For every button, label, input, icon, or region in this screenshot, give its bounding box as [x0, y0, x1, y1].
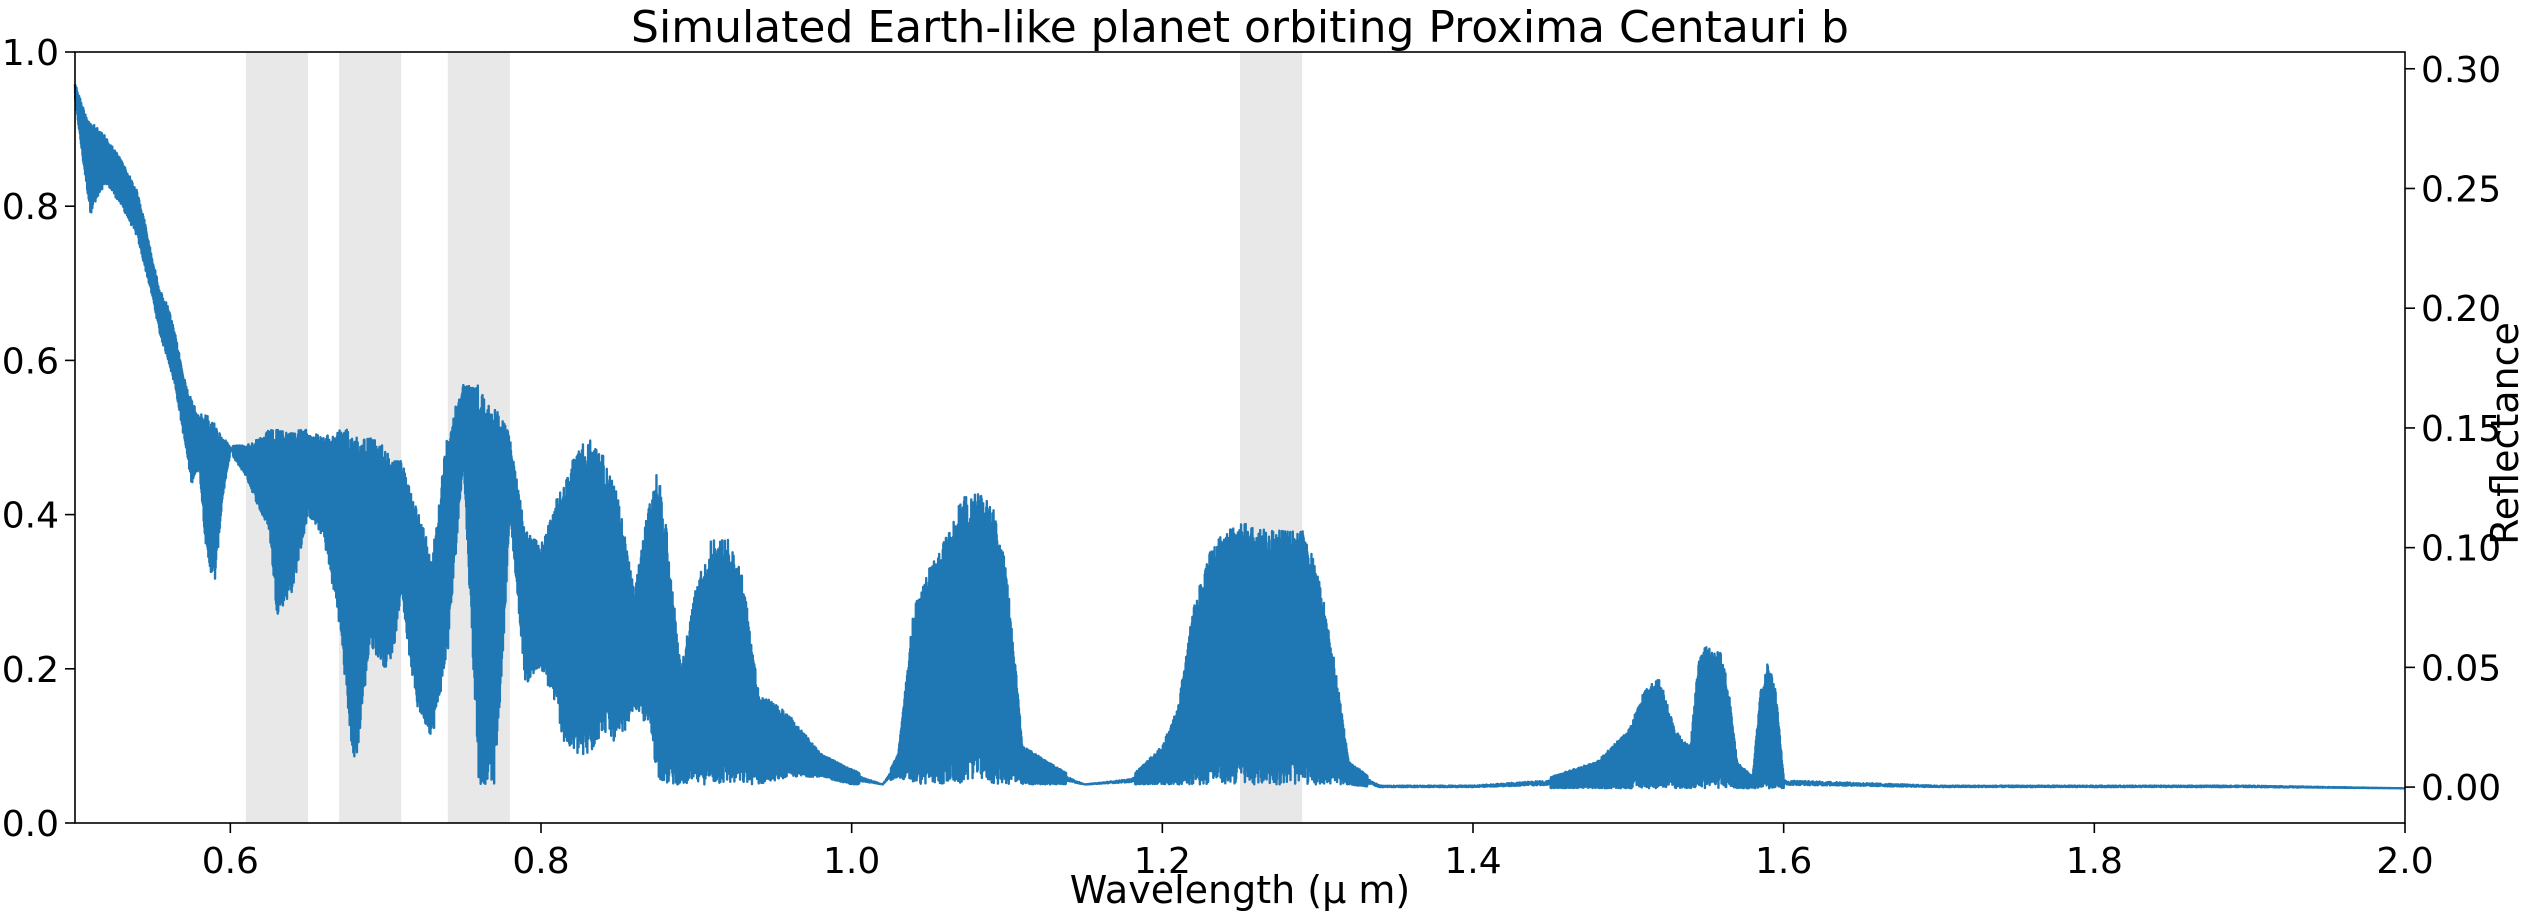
- y-left-tick-label: 0.4: [2, 496, 59, 537]
- x-tick-label: 1.8: [2066, 841, 2123, 882]
- y-right-tick-label: 0.20: [2421, 289, 2501, 330]
- y-right-tick-label: 0.25: [2421, 169, 2501, 210]
- y-left-tick-label: 0.2: [2, 650, 59, 691]
- y-right-tick-label: 0.30: [2421, 50, 2501, 91]
- x-axis-label: Wavelength (μ m): [1070, 868, 1410, 912]
- series-spectrum: [73, 84, 2406, 790]
- x-tick-label: 1.4: [1444, 841, 1501, 882]
- y-right-tick-label: 0.10: [2421, 529, 2501, 570]
- y-right-tick-label: 0.05: [2421, 648, 2501, 689]
- y-right-axis-ticks: 0.00 0.05 0.10 0.15 0.20 0.25 0.30: [2405, 50, 2501, 809]
- x-tick-label: 2.0: [2376, 841, 2433, 882]
- y-left-tick-label: 0.6: [2, 341, 59, 382]
- plot-frame: [74, 51, 2406, 824]
- x-tick-label: 1.6: [1755, 841, 1812, 882]
- x-tick-label: 1.0: [823, 841, 880, 882]
- x-tick-label: 0.8: [512, 841, 569, 882]
- x-axis-ticks: 0.6 0.8 1.0 1.2 1.4 1.6 1.8 2.0: [202, 823, 2434, 882]
- x-tick-label: 0.6: [202, 841, 259, 882]
- y-right-tick-label: 0.15: [2421, 409, 2501, 450]
- y-left-tick-label: 0.8: [2, 187, 59, 228]
- y-right-tick-label: 0.00: [2421, 768, 2501, 809]
- y-left-tick-label: 0.0: [2, 804, 59, 845]
- series-line-0: [73, 84, 2406, 790]
- x-tick-label: 1.2: [1134, 841, 1191, 882]
- y-right-axis-label: Reflectance: [2483, 322, 2527, 545]
- chart-title: Simulated Earth-like planet orbiting Pro…: [631, 2, 1849, 53]
- y-left-axis-ticks: 0.0 0.2 0.4 0.6 0.8 1.0: [2, 33, 75, 845]
- y-left-tick-label: 1.0: [2, 33, 59, 74]
